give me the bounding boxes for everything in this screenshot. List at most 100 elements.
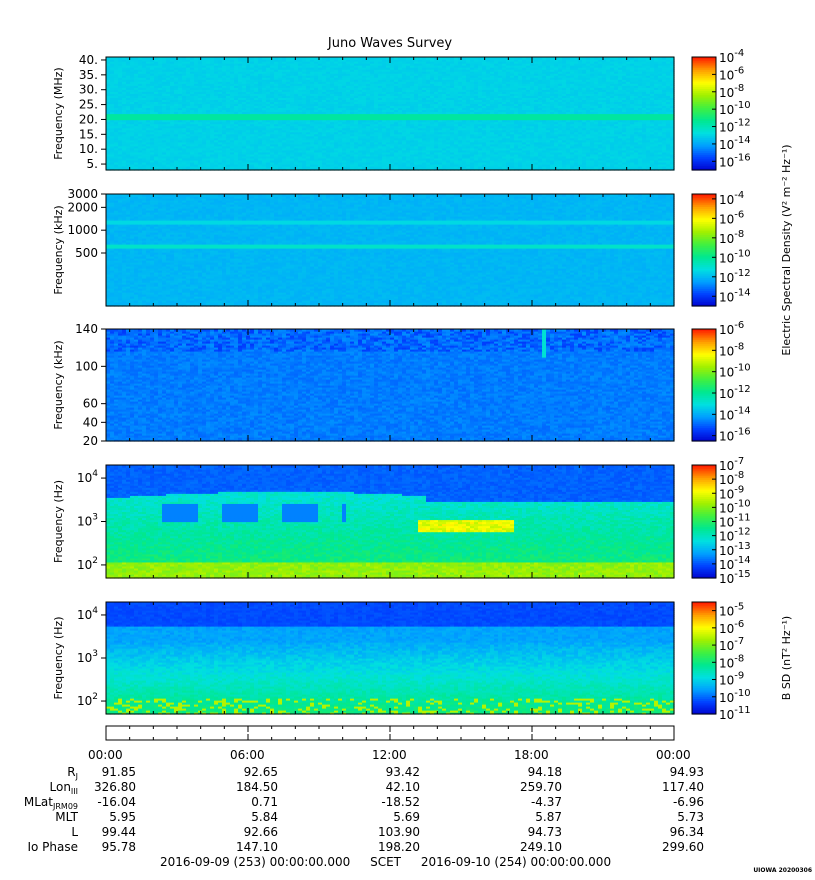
y-tick-label: 60 [83,397,98,411]
ephemeris-value: 91.85 [76,765,136,779]
ephemeris-value: 42.10 [360,780,420,794]
ephemeris-value: 96.34 [644,825,704,839]
colorbar-tick: 10-7 [719,636,744,653]
scet-label: SCET [370,855,401,869]
y-tick-label: 104 [77,469,98,485]
scet-end: 2016-09-10 (254) 00:00:00.000 [421,855,611,869]
ephemeris-value: 147.10 [218,840,278,854]
ephemeris-value: 326.80 [76,780,136,794]
colorbar-tick: 10-14 [719,135,751,152]
y-tick-label: 100 [75,359,98,373]
ephemeris-value: -16.04 [76,795,136,809]
colorbar-tick: 10-9 [719,671,744,688]
y-tick-label: 140 [75,322,98,336]
ephemeris-value: 5.84 [218,810,278,824]
ephemeris-value: -4.37 [502,795,562,809]
ephemeris-value: 299.60 [644,840,704,854]
colorbar-tick: 10-10 [719,688,751,705]
y-tick-label: 102 [77,692,98,708]
colorbar-tick: 10-10 [719,100,751,117]
y-tick-label: 2000 [67,200,98,214]
y-axis-label: Frequency (kHz) [52,205,65,294]
y-tick-label: 30. [79,83,98,97]
y-axis-label: Frequency (kHz) [52,340,65,429]
ephemeris-label: RJ [4,765,78,781]
colorbar-tick: 10-15 [719,569,751,586]
colorbar-tick: 10-4 [719,48,744,65]
y-tick-label: 40. [79,53,98,67]
ephemeris-value: 99.44 [76,825,136,839]
y-tick-label: 20. [79,112,98,126]
colorbar-tick: 10-14 [719,287,751,304]
colorbar-tick: 10-16 [719,152,751,169]
colorbar-tick: 10-12 [719,384,751,401]
colorbar-tick: 10-8 [719,653,744,670]
y-tick-label: 3000 [67,187,98,201]
scet-start: 2016-09-09 (253) 00:00:00.000 [160,855,350,869]
ephemeris-value: 198.20 [360,840,420,854]
y-tick-label: 25. [79,98,98,112]
ephemeris-value: 94.18 [502,765,562,779]
colorbar-tick: 10-8 [719,229,744,246]
colorbar-tick: 10-8 [719,341,744,358]
panel-hfr-high: 40.35.30.25.20.15.10.5. Frequency (MHz) 10… [52,48,751,171]
x-tick-label: 00:00 [88,748,123,762]
ephemeris-value: 0.71 [218,795,278,809]
y-tick-label: 10. [79,142,98,156]
ephemeris-label: L [4,825,78,839]
ephemeris-value: 117.40 [644,780,704,794]
x-tick-label: 12:00 [372,748,407,762]
y-tick-label: 35. [79,68,98,82]
ephemeris-value: -6.96 [644,795,704,809]
colorbar-tick: 10-6 [719,209,744,226]
y-tick-label: 20 [83,434,98,448]
x-tick-label: 18:00 [514,748,549,762]
y-tick-label: 500 [75,246,98,260]
processing-stamp: UIOWA 20200306 [753,867,812,874]
scet-line: 2016-09-09 (253) 00:00:00.000 SCET 2016-… [160,855,627,869]
ephemeris-label: MLT [4,810,78,824]
colorbar-tick: 10-8 [719,83,744,100]
y-axis-label: Frequency (MHz) [52,67,65,159]
y-tick-label: 104 [77,606,98,622]
ephemeris-value: 94.93 [644,765,704,779]
y-tick-label: 103 [77,513,98,529]
ephemeris-value: 94.73 [502,825,562,839]
ephemeris-label: LonIII [4,780,78,796]
ephemeris-value: 92.65 [218,765,278,779]
ephemeris-value: 5.73 [644,810,704,824]
ephemeris-value: 259.70 [502,780,562,794]
colorbar-tick: 10-6 [719,619,744,636]
y-tick-label: 5. [87,157,98,171]
colorbar-tick: 10-4 [719,190,744,207]
ephemeris-label: Io Phase [4,840,78,854]
ephemeris-label: MLatJRM09 [4,795,78,811]
colorbar-label-electric: Electric Spectral Density (V² m⁻² Hz⁻¹) [780,144,793,355]
colorbar-tick: 10-10 [719,248,751,265]
colorbar-tick: 10-16 [719,427,751,444]
colorbar-tick: 10-6 [719,65,744,82]
ephemeris-value: 5.69 [360,810,420,824]
colorbar-tick: 10-6 [719,320,744,337]
ephemeris-value: 95.78 [76,840,136,854]
colorbar-label-magnetic: B SD (nT² Hz⁻¹) [780,616,793,700]
ephemeris-value: 103.90 [360,825,420,839]
ephemeris-value: 5.87 [502,810,562,824]
colorbar-tick: 10-5 [719,602,744,619]
colorbar-tick: 10-12 [719,268,751,285]
ephemeris-value: 93.42 [360,765,420,779]
x-tick-label: 06:00 [230,748,265,762]
ephemeris-value: 249.10 [502,840,562,854]
y-tick-label: 102 [77,556,98,572]
colorbar-tick: 10-11 [719,705,751,722]
y-axis-label: Frequency (Hz) [52,617,65,700]
y-tick-label: 103 [77,649,98,665]
x-tick-label: 00:00 [656,748,691,762]
ephemeris-value: 5.95 [76,810,136,824]
y-tick-label: 15. [79,127,98,141]
ephemeris-value: 92.66 [218,825,278,839]
